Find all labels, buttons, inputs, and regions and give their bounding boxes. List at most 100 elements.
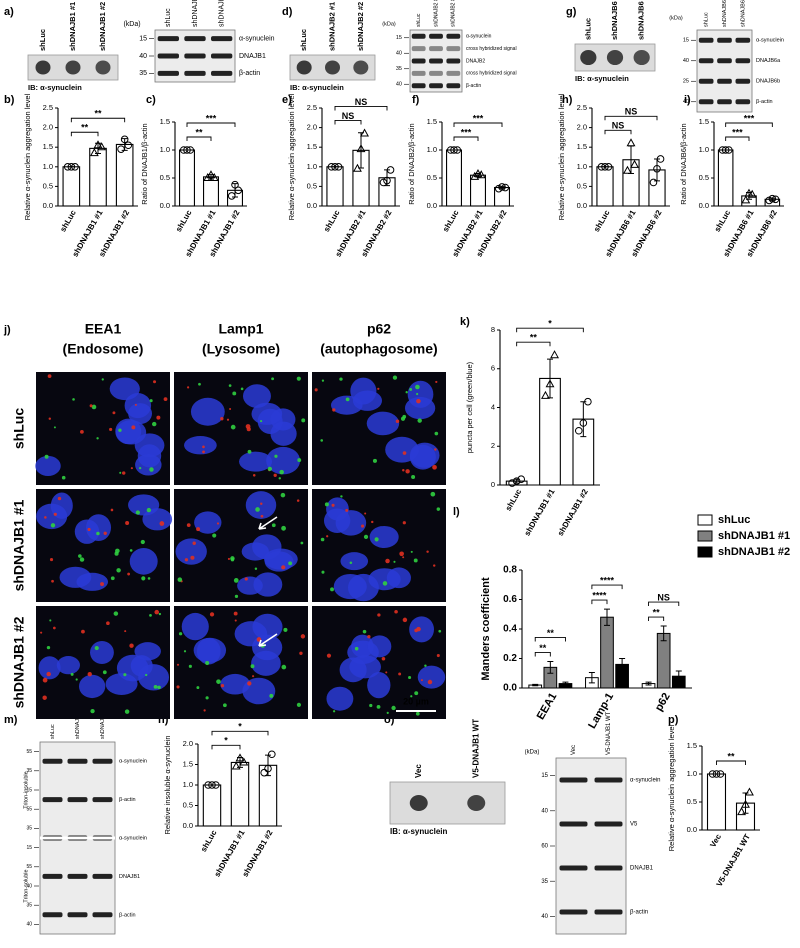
puncta — [296, 376, 301, 381]
puncta — [186, 386, 190, 389]
lane-label: shLuc — [165, 8, 172, 27]
dot-spot — [467, 795, 486, 811]
puncta — [331, 503, 335, 507]
puncta — [48, 417, 52, 420]
significance-label: *** — [461, 127, 472, 137]
puncta — [118, 428, 122, 432]
band — [446, 46, 461, 52]
puncta — [176, 685, 180, 689]
significance-label: ** — [94, 109, 102, 119]
legend-label: shDNAJB1 #1 — [718, 530, 790, 542]
nucleus — [339, 657, 367, 683]
nucleus — [134, 642, 161, 661]
puncta — [274, 454, 278, 458]
significance-label: ** — [195, 127, 203, 137]
puncta — [340, 495, 343, 498]
significance-bracket — [453, 122, 503, 127]
band — [594, 865, 623, 871]
puncta — [408, 675, 412, 680]
dot-spot — [580, 49, 597, 66]
y-tick-label: 2.5 — [307, 103, 317, 112]
dot-spot — [35, 60, 51, 75]
marker-label: 15 — [683, 38, 689, 44]
data-point — [768, 194, 777, 203]
puncta — [320, 537, 325, 542]
y-axis-title: Relative insoluble α-synuclein — [163, 736, 172, 835]
puncta — [349, 561, 353, 565]
significance-label: * — [238, 722, 242, 732]
puncta — [49, 558, 54, 562]
data-point — [771, 195, 780, 204]
puncta — [416, 398, 421, 404]
bar — [89, 147, 107, 207]
dot-spot — [409, 795, 428, 811]
y-tick-label: 1.0 — [427, 145, 437, 154]
puncta — [121, 471, 126, 475]
marker-label: 60 — [541, 844, 548, 850]
significance-label: NS — [355, 97, 368, 107]
puncta — [196, 686, 200, 690]
group-label: Triton-soluble — [23, 869, 29, 902]
puncta — [81, 629, 85, 634]
band — [559, 909, 588, 915]
band — [446, 70, 461, 76]
puncta — [113, 611, 119, 616]
protein-label: V5 — [630, 822, 638, 828]
band — [717, 99, 732, 105]
puncta — [273, 473, 277, 477]
row-label: shLuc — [11, 408, 27, 449]
protein-label: DNAJB1 — [239, 53, 266, 60]
y-tick-label: 2.5 — [577, 103, 587, 112]
data-point — [124, 141, 133, 150]
nucleus — [367, 635, 392, 658]
panel-letter: n) — [158, 714, 169, 726]
axes — [321, 108, 400, 207]
nucleus — [59, 566, 92, 588]
puncta — [53, 626, 56, 630]
band — [411, 83, 426, 89]
puncta — [209, 612, 215, 617]
puncta — [392, 375, 398, 380]
error-bar — [675, 670, 682, 682]
group-label: Triton-insoluble — [23, 771, 29, 808]
band — [446, 83, 461, 89]
puncta — [79, 557, 85, 562]
puncta — [324, 502, 329, 507]
data-point — [209, 172, 219, 181]
axes — [499, 330, 600, 486]
protein-label: β-actin — [119, 912, 136, 918]
axes — [441, 122, 514, 207]
puncta — [103, 531, 107, 535]
puncta — [46, 645, 51, 650]
band — [42, 797, 63, 803]
dot-spot — [633, 49, 650, 66]
nucleus — [242, 384, 271, 408]
significance-bracket — [211, 744, 241, 750]
row-label: shDNAJB1 #2 — [11, 616, 27, 708]
puncta — [227, 557, 231, 561]
puncta — [326, 535, 329, 538]
data-point — [512, 477, 521, 485]
puncta — [94, 646, 99, 651]
puncta — [230, 556, 235, 561]
nucleus — [135, 454, 162, 476]
puncta — [42, 677, 48, 683]
dot-caption: IB: α-synuclein — [390, 827, 447, 836]
y-tick-label: 1.5 — [43, 142, 53, 151]
data-point — [623, 165, 632, 174]
lane-label: shDNAJB2 #1 — [433, 0, 439, 27]
data-point — [450, 146, 458, 154]
puncta — [279, 469, 284, 475]
data-point — [260, 768, 268, 777]
error-bar — [95, 142, 101, 154]
nucleus — [36, 503, 68, 530]
nucleus — [56, 656, 80, 675]
puncta — [50, 523, 56, 528]
lane-label: shDNAJB6 #1 — [610, 0, 619, 40]
bar — [446, 149, 462, 207]
puncta — [260, 514, 264, 518]
significance-bracket — [186, 136, 212, 141]
significance-bracket — [648, 601, 680, 607]
x-tick-label: shLuc — [441, 208, 461, 233]
